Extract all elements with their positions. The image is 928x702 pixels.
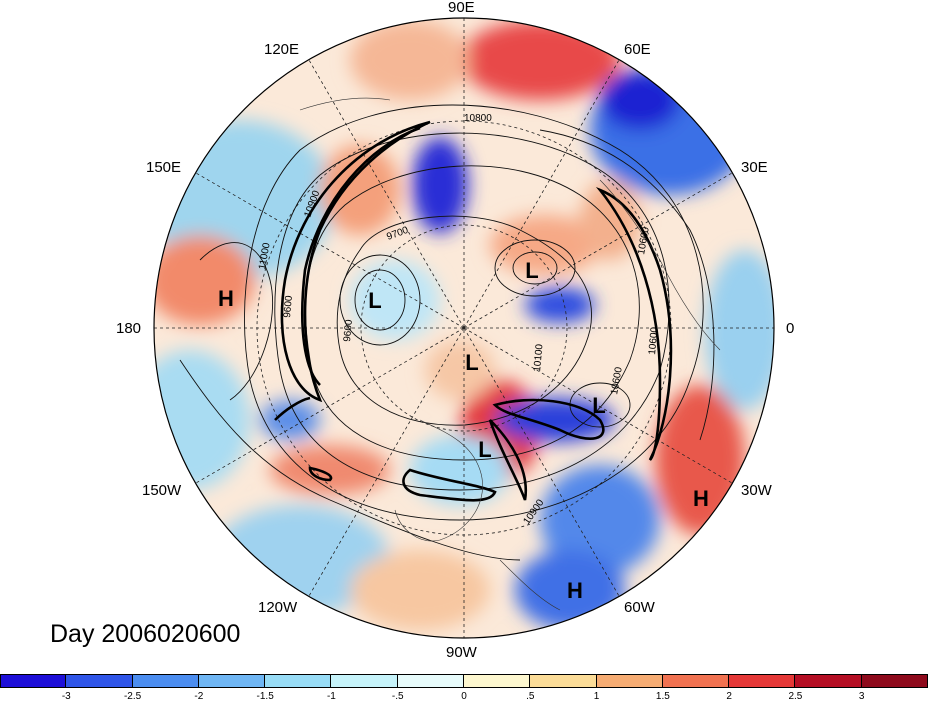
low-center-label: L (368, 288, 381, 313)
low-center-label: L (525, 258, 538, 283)
lon-label-150w: 150W (142, 482, 182, 499)
colorbar-swatch (795, 674, 862, 688)
colorbar-tick-label: 2.5 (788, 691, 803, 702)
colorbar-swatch (331, 674, 398, 688)
contour-label: 9600 (342, 319, 355, 343)
colorbar-tick-label: 3 (858, 691, 865, 702)
colorbar-tick-label: -.5 (391, 691, 404, 702)
colorbar-tick-label: .5 (526, 691, 535, 702)
lon-label-60e: 60E (624, 41, 651, 58)
anomaly-field (154, 18, 774, 638)
contour-label: 10600 (647, 326, 660, 355)
lon-label-60w: 60W (624, 599, 655, 616)
colorbar-tick-label: 1.5 (655, 691, 670, 702)
lon-label-30e: 30E (741, 159, 768, 176)
low-center-label: L (465, 350, 478, 375)
contour-label: 9600 (282, 295, 295, 319)
low-center-label: L (592, 393, 605, 418)
colorbar-tick-label: -2 (194, 691, 204, 702)
colorbar-tick-label: 1 (593, 691, 600, 702)
day-title: Day 2006020600 (50, 620, 241, 648)
map-boundary (153, 17, 775, 639)
colorbar-tick-label: -2.5 (123, 691, 142, 702)
lon-label-120e: 120E (264, 41, 300, 58)
colorbar-swatch (132, 674, 199, 688)
colorbar-tick-label: -3 (61, 691, 71, 702)
contour-label: 10600 (636, 226, 652, 256)
high-center-label: H (567, 578, 583, 603)
contour-label: 10600 (609, 366, 625, 396)
colorbar-frame (0, 674, 928, 688)
colorbar-tick-label: 2 (726, 691, 732, 702)
contour-label: 10100 (532, 343, 545, 372)
colorbar-tick-label: 0 (461, 691, 467, 702)
lon-label-30w: 30W (741, 482, 772, 499)
lon-label-150e: 150E (146, 159, 182, 176)
contour-label: 10800 (464, 113, 492, 124)
colorbar-swatch (66, 674, 133, 688)
colorbar-swatch (729, 674, 796, 688)
colorbar-tick-label: -1.5 (256, 691, 274, 702)
contour-label: 11000 (257, 242, 273, 271)
low-center-label: L (478, 437, 491, 462)
lon-label-180: 180 (116, 320, 142, 337)
colorbar-swatch (596, 674, 663, 688)
colorbar-swatch (397, 674, 464, 688)
lon-label-0: 0 (786, 320, 795, 337)
lon-label-90e: 90E (448, 0, 475, 16)
colorbar-swatch (530, 674, 597, 688)
high-center-label: H (218, 286, 234, 311)
colorbar-tick-label: -1 (326, 691, 336, 702)
colorbar-swatch (662, 674, 730, 688)
lon-label-90w: 90W (446, 644, 477, 661)
colorbar-swatch (198, 674, 266, 688)
colorbar-swatch (265, 674, 332, 688)
colorbar: -3 -2.5 -2 -1.5 -1 -.5 0 .5 1 1.5 2 2.5 3 (0, 674, 928, 702)
lon-label-120w: 120W (258, 599, 298, 616)
high-center-label: H (693, 486, 709, 511)
colorbar-swatch (464, 674, 531, 688)
colorbar-swatch (0, 674, 67, 688)
